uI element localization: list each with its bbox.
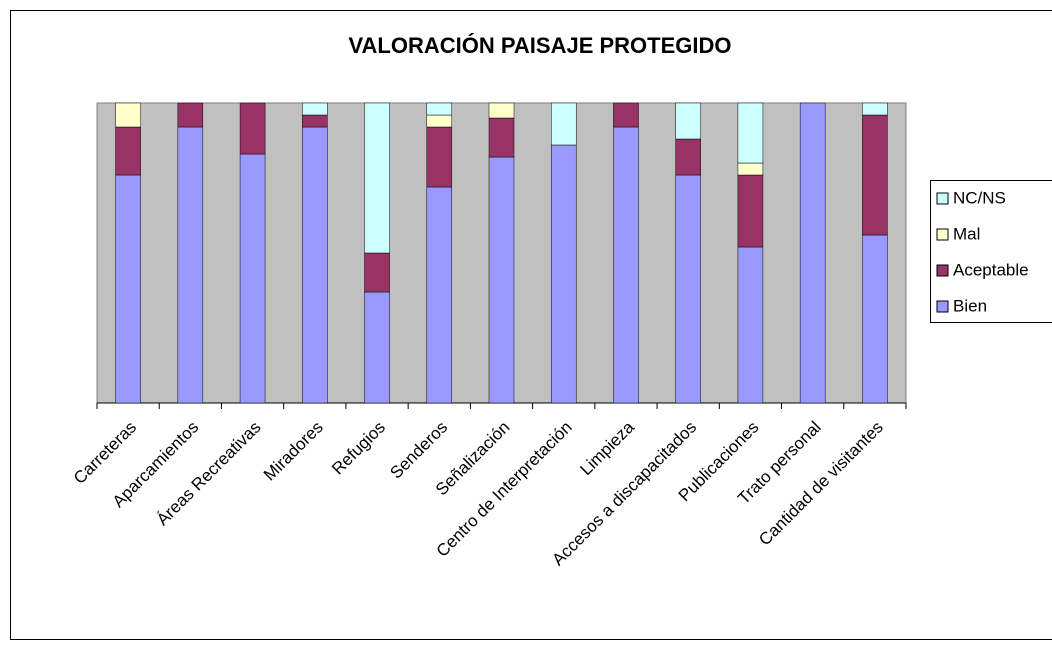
bar-segment [613,126,639,404]
bar-segment [302,126,328,404]
bar-segment [675,138,701,176]
bar-segment [862,234,888,404]
bar-segment [426,114,453,128]
bar-segment [550,102,577,146]
bar-segment [613,102,639,128]
legend-swatch [936,264,949,277]
legend-swatch [936,228,949,241]
bar-segment [488,117,515,158]
bar-segment [550,144,577,404]
bar-segment [239,102,266,155]
chart-title: VALORACIÓN PAISAJE PROTEGIDO [348,33,731,58]
bar-segment [737,174,764,248]
bar-segment [115,174,141,404]
bar-segment [799,102,826,404]
bar-segment [364,291,390,404]
bar-segment [488,102,515,119]
legend-label: Aceptable [953,260,1029,279]
bar-segment [177,102,204,128]
bar-segment [302,114,328,128]
bar-segment [426,186,453,404]
bar-segment [364,102,390,254]
legend-swatch [936,300,949,313]
bar-segment [862,102,888,116]
bar-segment [115,102,141,128]
bar-segment [364,252,390,293]
bar-segment [488,156,515,404]
bar-segment [426,102,453,116]
bar-segment [862,114,888,236]
legend-label: Bien [953,296,987,315]
bar-segment [675,174,701,404]
bar-segment [737,102,764,164]
bar-segment [115,126,141,176]
legend-label: Mal [953,224,980,243]
bar-segment [675,102,701,140]
bar-segment [426,126,453,188]
bar-segment [177,126,204,404]
bar-segment [737,246,764,404]
bar-segment [737,162,764,176]
legend-swatch [936,192,949,205]
legend-label: NC/NS [953,188,1006,207]
bar-segment [302,102,328,116]
legend-box [930,180,1052,323]
bar-segment [239,153,266,404]
